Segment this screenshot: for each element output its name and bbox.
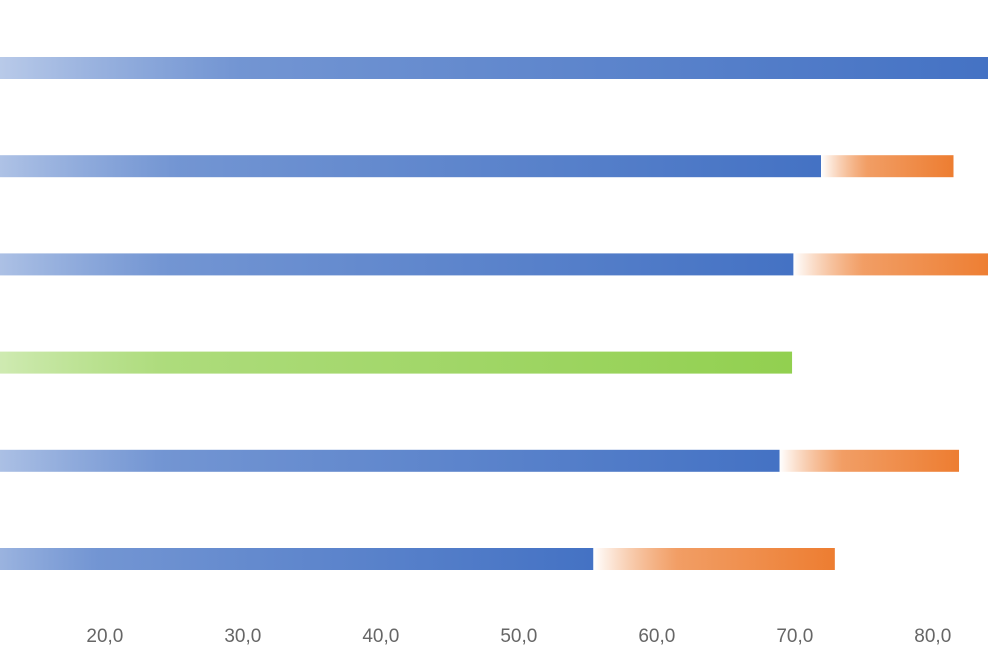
bar-segment bbox=[0, 351, 793, 374]
bar-segment bbox=[779, 449, 960, 472]
bar-segment bbox=[593, 548, 835, 570]
plot-area bbox=[0, 57, 988, 570]
bar-segment bbox=[0, 253, 794, 276]
x-tick-label: 80,0 bbox=[914, 626, 951, 647]
bar-segment bbox=[793, 253, 988, 276]
bar-segment bbox=[0, 57, 988, 79]
x-tick-label: 30,0 bbox=[224, 626, 261, 647]
bar-segment bbox=[0, 449, 780, 472]
bar-segment bbox=[821, 155, 954, 178]
x-tick-label: 70,0 bbox=[776, 626, 813, 647]
x-tick-label: 60,0 bbox=[638, 626, 675, 647]
x-tick-label: 40,0 bbox=[362, 626, 399, 647]
bar-segment bbox=[0, 548, 594, 570]
x-tick-label: 20,0 bbox=[86, 626, 123, 647]
x-tick-label: 50,0 bbox=[500, 626, 537, 647]
bar-segment bbox=[0, 155, 822, 178]
